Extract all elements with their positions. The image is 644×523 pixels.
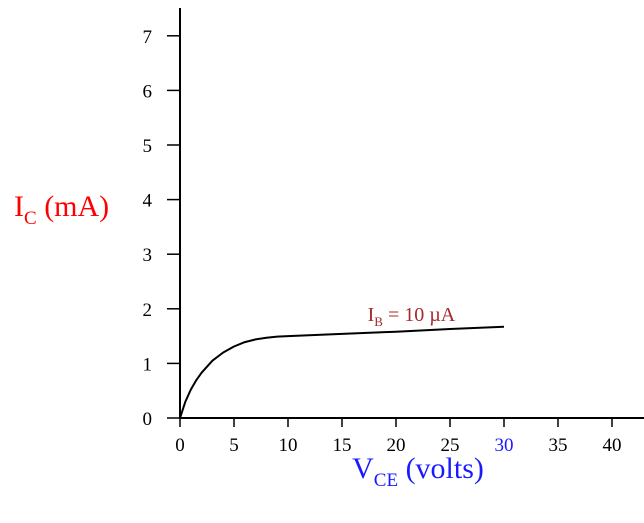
annotation-sub: B (374, 314, 383, 329)
y-axis-label-sub: C (24, 208, 37, 229)
y-tick-label: 5 (143, 136, 153, 157)
x-axis-label-sub: CE (374, 470, 398, 491)
x-tick-label: 15 (333, 435, 352, 456)
y-tick-label: 4 (143, 191, 153, 212)
y-tick-label: 0 (143, 409, 153, 430)
y-axis-label: IC (mA) (14, 190, 109, 229)
y-tick-label: 2 (143, 300, 153, 321)
x-tick-label: 35 (549, 435, 568, 456)
series-line-ib-10ua (179, 325, 505, 419)
x-tick-label: 30 (495, 435, 514, 456)
y-tick-label: 7 (143, 27, 153, 48)
y-tick-label: 3 (143, 245, 153, 266)
x-axis-label-suffix: (volts) (398, 452, 484, 485)
x-tick-label: 40 (603, 435, 622, 456)
y-tick-label: 6 (143, 81, 153, 102)
series-annotation: IB = 10 µA (368, 304, 456, 329)
x-tick-label: 10 (279, 435, 298, 456)
x-tick-label: 25 (441, 435, 460, 456)
x-tick-label: 5 (229, 435, 239, 456)
x-axis-label: VCE (volts) (352, 452, 484, 491)
y-axis-label-suffix: (mA) (37, 190, 109, 223)
x-tick-label: 0 (175, 435, 185, 456)
x-axis-label-main: V (352, 452, 374, 485)
y-tick-label: 1 (143, 354, 153, 375)
axes (179, 8, 644, 419)
annotation-main: I (368, 304, 375, 326)
annotation-rest: = 10 µA (383, 304, 456, 326)
ticks: 0 5 10 15 20 25 30 35 40 0 1 2 3 4 5 6 7 (143, 27, 622, 456)
x-tick-label: 20 (387, 435, 406, 456)
y-axis-label-main: I (14, 190, 24, 223)
series (179, 325, 505, 419)
